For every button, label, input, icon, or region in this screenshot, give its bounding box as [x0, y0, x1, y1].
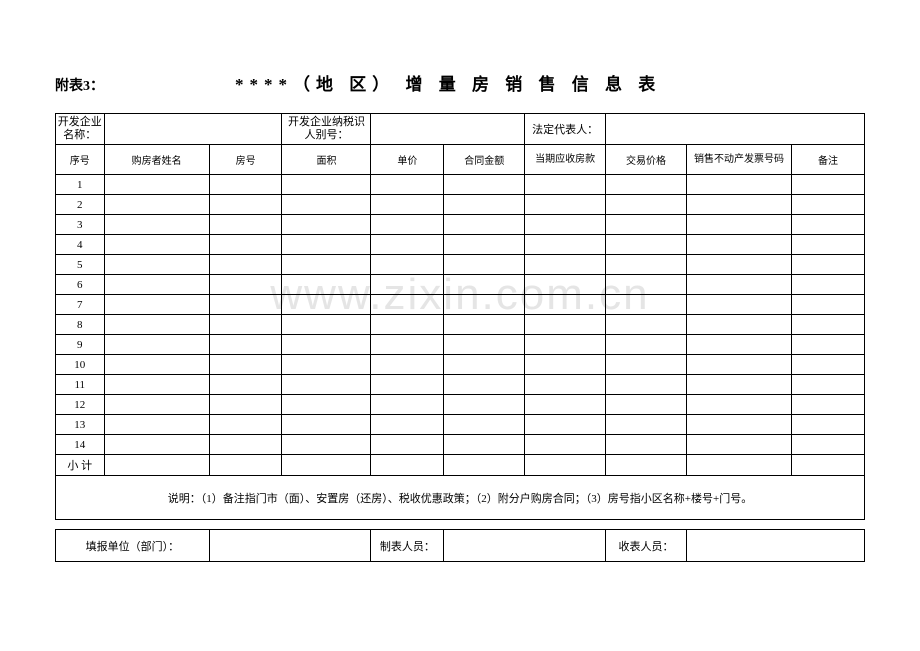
table-row: 4	[56, 235, 865, 255]
col-remark: 备注	[792, 145, 865, 175]
seq-cell: 5	[56, 255, 105, 275]
col-buyer: 购房者姓名	[104, 145, 209, 175]
unit-value	[209, 530, 371, 562]
table-row: 11	[56, 375, 865, 395]
tax-id-value	[371, 114, 525, 145]
table-row: 5	[56, 255, 865, 275]
table-row: 7	[56, 295, 865, 315]
seq-cell: 1	[56, 175, 105, 195]
seq-cell: 11	[56, 375, 105, 395]
table-row: 10	[56, 355, 865, 375]
legal-value	[606, 114, 865, 145]
table-row: 13	[56, 415, 865, 435]
unit-label: 填报单位（部门）：	[56, 530, 210, 562]
company-value	[104, 114, 282, 145]
seq-cell: 4	[56, 235, 105, 255]
seq-cell: 10	[56, 355, 105, 375]
col-deal: 交易价格	[606, 145, 687, 175]
receiver-label: 收表人员：	[606, 530, 687, 562]
col-contract: 合同金额	[444, 145, 525, 175]
seq-cell: 8	[56, 315, 105, 335]
page-title: ****（地 区） 增 量 房 销 售 信 息 表	[235, 70, 661, 95]
seq-cell: 13	[56, 415, 105, 435]
seq-cell: 14	[56, 435, 105, 455]
seq-cell: 7	[56, 295, 105, 315]
preparer-value	[444, 530, 606, 562]
table-row: 9	[56, 335, 865, 355]
note-text: 说明：（1）备注指门市（面）、安置房（还房）、税收优惠政策；（2）附分户购房合同…	[56, 476, 865, 520]
sales-table: 开发企业名称： 开发企业纳税识人别号： 法定代表人： 序号 购房者姓名 房号 面…	[55, 113, 865, 562]
company-label: 开发企业名称：	[56, 114, 105, 145]
table-row: 12	[56, 395, 865, 415]
attachment-label: 附表3：	[55, 75, 235, 95]
col-seq: 序号	[56, 145, 105, 175]
col-room: 房号	[209, 145, 282, 175]
subtotal-label: 小 计	[56, 455, 105, 476]
seq-cell: 12	[56, 395, 105, 415]
seq-cell: 3	[56, 215, 105, 235]
subtotal-row: 小 计	[56, 455, 865, 476]
table-row: 1	[56, 175, 865, 195]
col-area: 面积	[282, 145, 371, 175]
table-row: 3	[56, 215, 865, 235]
header: 附表3： ****（地 区） 增 量 房 销 售 信 息 表	[55, 70, 865, 95]
seq-cell: 9	[56, 335, 105, 355]
column-header-row: 序号 购房者姓名 房号 面积 单价 合同金额 当期应收房款 交易价格 销售不动产…	[56, 145, 865, 175]
col-invoice: 销售不动产发票号码	[686, 145, 791, 175]
receiver-value	[686, 530, 864, 562]
preparer-label: 制表人员：	[371, 530, 444, 562]
note-row: 说明：（1）备注指门市（面）、安置房（还房）、税收优惠政策；（2）附分户购房合同…	[56, 476, 865, 520]
legal-label: 法定代表人：	[525, 114, 606, 145]
spacer-row	[56, 520, 865, 530]
table-row: 6	[56, 275, 865, 295]
col-price: 单价	[371, 145, 444, 175]
seq-cell: 2	[56, 195, 105, 215]
table-row: 14	[56, 435, 865, 455]
tax-id-label: 开发企业纳税识人别号：	[282, 114, 371, 145]
info-row: 开发企业名称： 开发企业纳税识人别号： 法定代表人：	[56, 114, 865, 145]
seq-cell: 6	[56, 275, 105, 295]
table-row: 2	[56, 195, 865, 215]
col-receivable: 当期应收房款	[525, 145, 606, 175]
table-row: 8	[56, 315, 865, 335]
footer-row: 填报单位（部门）： 制表人员： 收表人员：	[56, 530, 865, 562]
